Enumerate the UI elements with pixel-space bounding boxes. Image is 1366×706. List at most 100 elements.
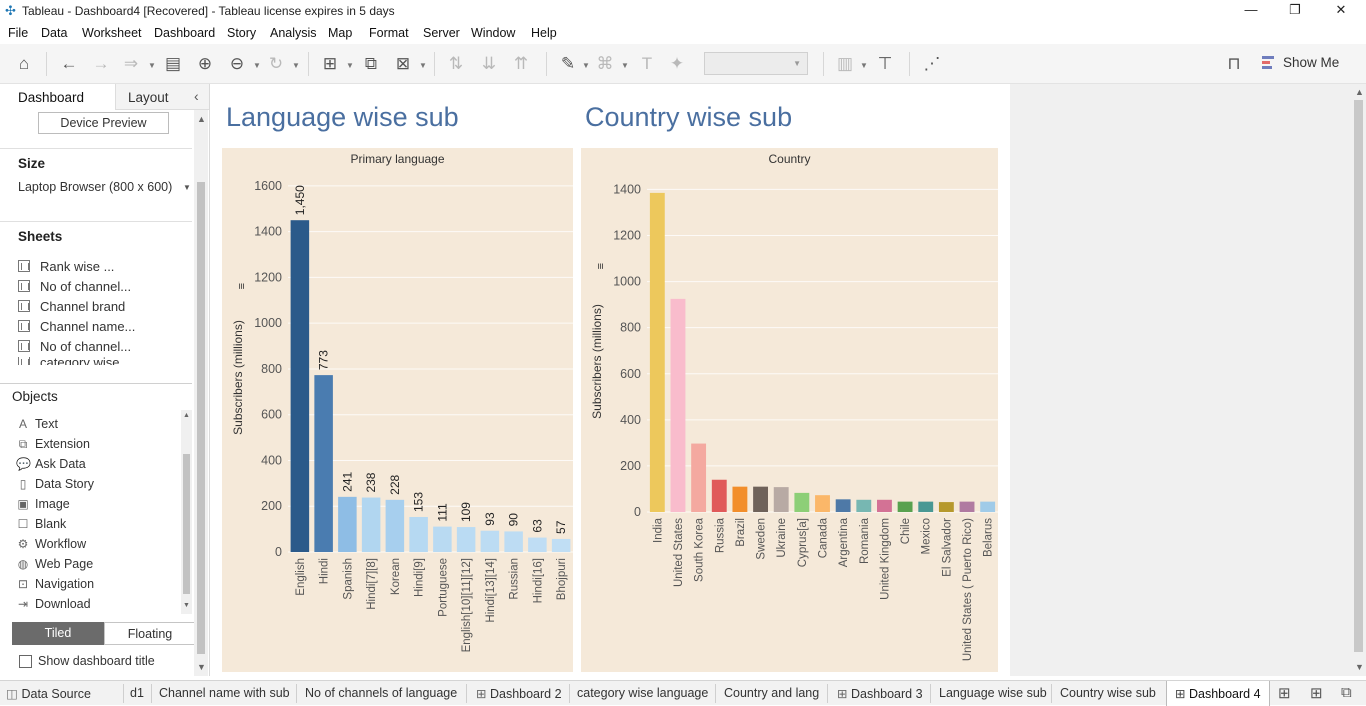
new-story-tab-icon[interactable]: ⧉ [1341, 684, 1352, 701]
menu-window[interactable]: Window [471, 26, 516, 40]
redo-icon[interactable]: → [92, 54, 110, 73]
fit-dropdown[interactable]: ▼ [704, 52, 808, 75]
tab-dashboard-3[interactable]: ⊞ Dashboard 3 [837, 687, 923, 701]
y-tick-label: 400 [620, 413, 641, 427]
swap-icon[interactable]: ⇅ [448, 54, 464, 73]
menu-file[interactable]: File [8, 26, 29, 40]
tab-layout[interactable]: Layout ‹ [115, 84, 209, 110]
y-tick-label: 600 [620, 367, 641, 381]
sheet-item[interactable]: Rank wise ... [18, 259, 114, 277]
sheet-item[interactable]: No of channel... [18, 279, 131, 297]
tab-dashboard-4[interactable]: ⊞ Dashboard 4 [1166, 681, 1270, 706]
tab-dashboard-2[interactable]: ⊞ Dashboard 2 [476, 687, 562, 701]
dashboard-icon: ⊞ [476, 687, 487, 701]
sort-ascending-icon[interactable]: ⇊ [481, 54, 497, 73]
bar [959, 501, 975, 512]
close-button[interactable]: ✕ [1335, 2, 1347, 17]
objects-scrollbar[interactable]: ▲ ▼ [181, 410, 192, 614]
object-workflow[interactable]: ⚙ Workflow [17, 537, 87, 551]
refresh-icon[interactable]: ↻ [268, 54, 284, 73]
object-extension[interactable]: ⧉ Extension [16, 437, 90, 455]
object-web-page[interactable]: ◍ Web Page [17, 557, 94, 571]
home-icon[interactable]: ⌂ [18, 54, 30, 73]
menu-story[interactable]: Story [227, 26, 257, 40]
bar [314, 375, 333, 552]
presentation-mode-icon[interactable]: ⊤ [877, 54, 893, 73]
tab-sheet-d1[interactable]: d1 [130, 686, 144, 700]
sort-descending-icon[interactable]: ⇈ [513, 54, 529, 73]
data-label: 63 [530, 519, 544, 533]
x-tick-label: Hindi[9] [414, 558, 426, 597]
sheet-item[interactable]: Channel brand [18, 299, 125, 317]
tab-no-of-channels-of-language[interactable]: No of channels of language [305, 686, 458, 700]
object-navigation[interactable]: ⊡ Navigation [17, 577, 95, 591]
sheet-item[interactable]: category wise ... [18, 357, 134, 365]
object-blank[interactable]: ☐ Blank [17, 517, 67, 531]
data-source-icon: ◫ [6, 687, 18, 701]
menu-analysis[interactable]: Analysis [270, 26, 317, 40]
tab-country-wise-sub[interactable]: Country wise sub [1060, 686, 1156, 700]
canvas-scrollbar[interactable]: ▲ ▼ [1351, 84, 1366, 676]
tab-category-wise-language[interactable]: category wise language [577, 686, 709, 700]
show-me-button[interactable]: Show Me [1262, 54, 1352, 74]
object-data-story[interactable]: ▯ Data Story [16, 477, 94, 495]
new-data-source-icon[interactable]: ⊕ [197, 54, 213, 73]
bar [480, 530, 500, 552]
tab-channel-name-with-sub[interactable]: Channel name with sub [159, 686, 290, 700]
extension-icon: ⧉ [18, 437, 28, 451]
new-worksheet-tab-icon[interactable]: ⊞ [1278, 685, 1291, 702]
menu-worksheet[interactable]: Worksheet [82, 26, 142, 40]
y-tick-label: 1000 [254, 316, 282, 330]
tab-dashboard[interactable]: Dashboard [0, 84, 115, 110]
tab-language-wise-sub[interactable]: Language wise sub [939, 686, 1047, 700]
toolbar: ⌂ ← → ⇒ ▼ ▤ ⊕ ⊖ ▼ ↻ ▼ ⊞ ▼ ⧉ ⊠ ▼ ⇅ ⇊ ⇈ ✎ … [0, 44, 1366, 84]
show-labels-icon[interactable]: T [641, 54, 653, 73]
tab-country-and-lang[interactable]: Country and lang [724, 686, 820, 700]
sheet-item[interactable]: Channel name... [18, 319, 135, 337]
x-tick-label: Chile [900, 518, 912, 544]
minimize-button[interactable]: — [1244, 2, 1258, 17]
floating-button[interactable]: Floating [104, 622, 196, 645]
bar [504, 531, 523, 552]
fit-width-icon[interactable]: ▥ [836, 54, 854, 73]
menu-dashboard[interactable]: Dashboard [154, 26, 216, 40]
restore-button[interactable]: ❐ [1289, 2, 1301, 17]
clear-sheet-icon[interactable]: ⊠ [395, 54, 411, 73]
object-text[interactable]: A Text [16, 417, 58, 435]
bar-chart-icon [18, 320, 30, 332]
menu-data[interactable]: Data [41, 26, 68, 40]
chart-title: Country [768, 152, 810, 166]
undo-icon[interactable]: ← [60, 54, 78, 73]
bar [711, 479, 727, 512]
format-painter-icon[interactable]: ⊓ [1227, 54, 1241, 73]
country-chart[interactable]: Country 0 200 400 600 800 1000 1200 1400 Subscrib… [581, 148, 998, 672]
language-chart[interactable]: Primary language 0 200 400 600 800 1000 1200 140… [222, 148, 573, 672]
replay-icon[interactable]: ⇒ [123, 54, 139, 73]
object-download[interactable]: ⇥ Download [17, 597, 91, 611]
collapse-panel-icon[interactable]: ‹ [194, 88, 199, 104]
highlight-icon[interactable]: ✎ [560, 54, 576, 73]
pause-updates-icon[interactable]: ⊖ [229, 54, 245, 73]
size-dropdown[interactable]: Laptop Browser (800 x 600) ▼ [18, 180, 192, 198]
menu-server[interactable]: Server [423, 26, 460, 40]
sheet-item[interactable]: No of channel... [18, 339, 131, 357]
tab-data-source[interactable]: ◫ Data Source [6, 687, 91, 701]
duplicate-sheet-icon[interactable]: ⧉ [364, 54, 378, 73]
save-icon[interactable]: ▤ [164, 54, 182, 73]
menu-format[interactable]: Format [369, 26, 409, 40]
new-dashboard-tab-icon[interactable]: ⊞ [1310, 685, 1323, 702]
object-image[interactable]: ▣ Image [17, 497, 70, 511]
pin-icon[interactable]: ✦ [669, 54, 685, 73]
language-title: Language wise sub [226, 102, 459, 132]
group-icon[interactable]: ⌘ [596, 54, 614, 73]
y-tick-label: 1600 [254, 179, 282, 193]
menu-map[interactable]: Map [328, 26, 353, 40]
share-icon[interactable]: ⋰ [923, 54, 941, 73]
tiled-button[interactable]: Tiled [12, 622, 104, 645]
show-dashboard-title-checkbox[interactable]: Show dashboard title [19, 654, 199, 670]
panel-scrollbar[interactable]: ▲ ▼ [194, 110, 208, 676]
menu-help[interactable]: Help [531, 26, 557, 40]
device-preview-button[interactable]: Device Preview [38, 112, 169, 134]
new-worksheet-icon[interactable]: ⊞ [322, 54, 338, 73]
object-ask-data[interactable]: 💬 Ask Data [16, 457, 86, 471]
